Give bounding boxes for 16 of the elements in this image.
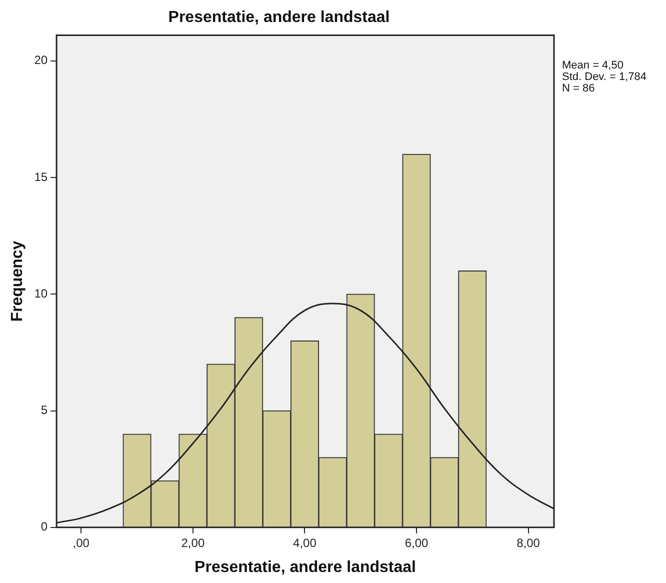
x-tick-label: ,00 [72, 536, 90, 550]
y-tick-label: 20 [34, 53, 48, 68]
y-axis-title: Frequency [9, 240, 26, 322]
text: Std. Dev. = 1,784 [562, 71, 646, 84]
y-tick-label: 10 [34, 286, 48, 300]
y-tick-label: 0 [40, 520, 48, 534]
x-tick-label: 2,00 [181, 536, 205, 550]
x-axis-title: Presentatie, andere landstaal [194, 558, 416, 576]
x-tick-label: 8,00 [516, 536, 540, 550]
text: N = 86 [562, 82, 595, 95]
y-tick-label: 5 [40, 403, 48, 418]
text: Mean = 4,50 [562, 60, 624, 72]
chart-title: Presentatie, andere landstaal [168, 9, 390, 26]
y-tick-label: 15 [34, 170, 48, 184]
x-tick-label: 6,00 [404, 536, 429, 550]
x-tick-label: 4,00 [293, 536, 317, 550]
